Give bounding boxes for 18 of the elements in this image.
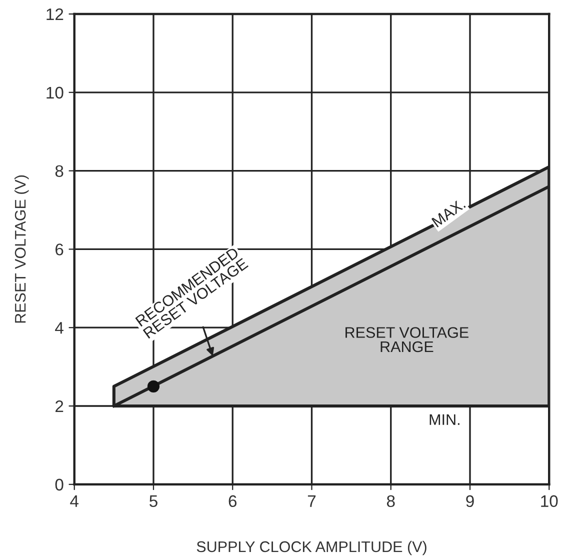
y-axis-title: RESET VOLTAGE (V) xyxy=(14,175,29,323)
x-tick-label: 8 xyxy=(386,495,395,508)
x-tick-label: 5 xyxy=(150,495,158,508)
y-tick-label: 10 xyxy=(46,86,64,99)
y-tick-label: 0 xyxy=(55,478,64,491)
y-tick-label: 12 xyxy=(46,8,64,20)
y-tick-label: 8 xyxy=(55,165,64,178)
x-tick-label: 10 xyxy=(541,495,558,508)
annotation: MIN. xyxy=(430,414,460,425)
x-tick-label: 4 xyxy=(70,495,79,507)
y-tick-label: 6 xyxy=(56,244,64,256)
x-axis-title: SUPPLY CLOCK AMPLITUDE (V) xyxy=(196,540,426,556)
annotation: RESET VOLTAGE RANGE xyxy=(346,327,468,352)
x-tick-label: 7 xyxy=(308,495,316,507)
x-tick-label: 6 xyxy=(228,495,237,508)
y-tick-label: 2 xyxy=(56,400,64,412)
y-tick-label: 4 xyxy=(55,322,64,334)
x-tick-label: 9 xyxy=(466,495,474,508)
